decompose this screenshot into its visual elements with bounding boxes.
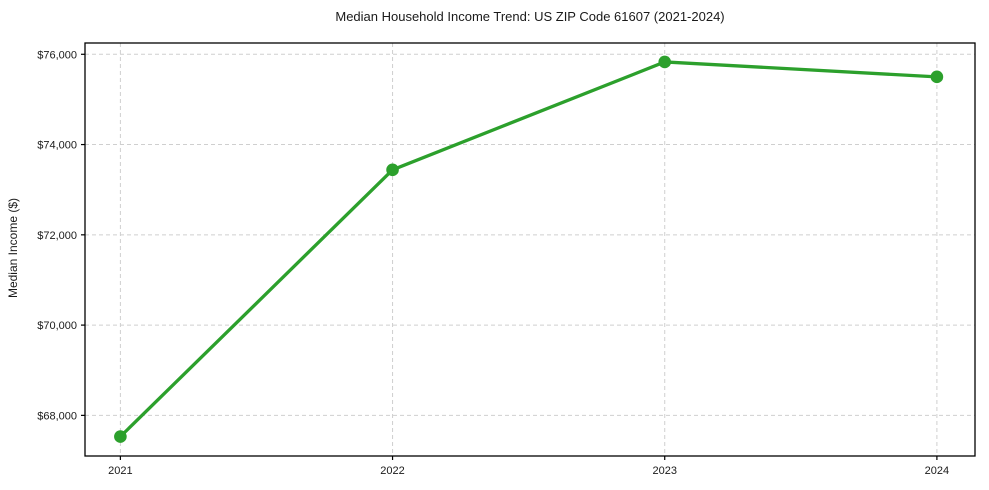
x-tick-label: 2024	[925, 465, 949, 477]
y-tick-label: $70,000	[37, 320, 77, 332]
data-point-marker	[386, 163, 399, 177]
x-tick-label: 2021	[108, 465, 132, 477]
data-point-marker	[114, 430, 127, 443]
data-point-marker	[658, 55, 672, 69]
y-axis-label: Median Income ($)	[6, 197, 20, 299]
y-tick-label: $72,000	[37, 230, 77, 242]
x-tick-label: 2022	[380, 465, 404, 477]
chart-title: Median Household Income Trend: US ZIP Co…	[335, 9, 725, 24]
y-tick-label: $76,000	[37, 49, 77, 61]
trend-line	[118, 60, 939, 439]
x-tick-label: 2023	[652, 465, 676, 477]
data-point-marker	[930, 70, 944, 84]
y-tick-label: $68,000	[37, 410, 77, 422]
plot-border	[84, 42, 976, 457]
y-tick-label: $74,000	[37, 140, 77, 152]
